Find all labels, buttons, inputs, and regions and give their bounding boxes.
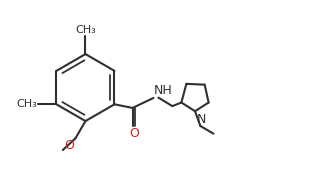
Text: O: O: [129, 127, 139, 140]
Text: N: N: [196, 113, 206, 126]
Text: NH: NH: [154, 84, 173, 97]
Text: CH₃: CH₃: [17, 99, 38, 109]
Text: CH₃: CH₃: [75, 25, 96, 35]
Text: O: O: [65, 139, 75, 152]
